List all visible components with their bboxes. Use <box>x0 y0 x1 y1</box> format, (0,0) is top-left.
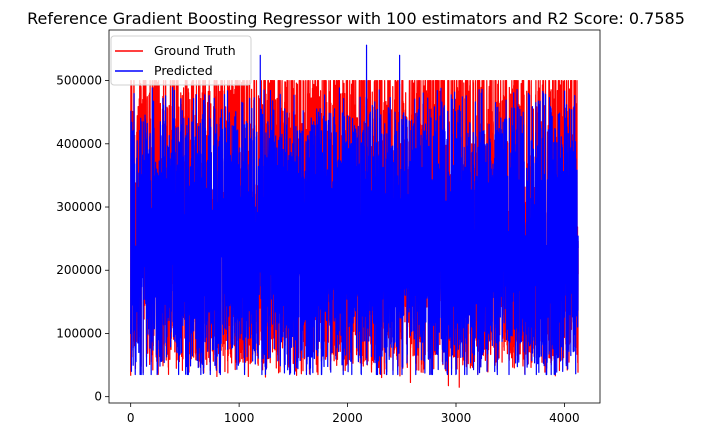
plot-frame <box>108 29 601 404</box>
legend-label-predicted: Predicted <box>154 63 213 78</box>
y-axis: 0 100000 200000 300000 400000 500000 <box>56 74 109 404</box>
y-tick-label: 0 <box>94 390 102 404</box>
legend-label-ground-truth: Ground Truth <box>154 43 236 58</box>
y-tick-label: 500000 <box>56 74 102 88</box>
x-tick-label: 4000 <box>549 411 580 425</box>
legend-box <box>110 35 252 86</box>
y-tick-label: 100000 <box>56 326 102 340</box>
y-tick-label: 200000 <box>56 263 102 277</box>
x-tick-label: 0 <box>127 411 135 425</box>
series-layer <box>130 44 579 388</box>
x-tick-label: 3000 <box>441 411 472 425</box>
series-line-predicted <box>130 44 579 376</box>
legend: Ground Truth Predicted <box>110 35 252 86</box>
y-tick-label: 400000 <box>56 137 102 151</box>
chart-title: Reference Gradient Boosting Regressor wi… <box>27 9 685 28</box>
x-axis: 0 1000 2000 3000 4000 <box>127 403 580 425</box>
y-tick-label: 300000 <box>56 200 102 214</box>
x-tick-label: 2000 <box>332 411 363 425</box>
x-tick-label: 1000 <box>224 411 255 425</box>
